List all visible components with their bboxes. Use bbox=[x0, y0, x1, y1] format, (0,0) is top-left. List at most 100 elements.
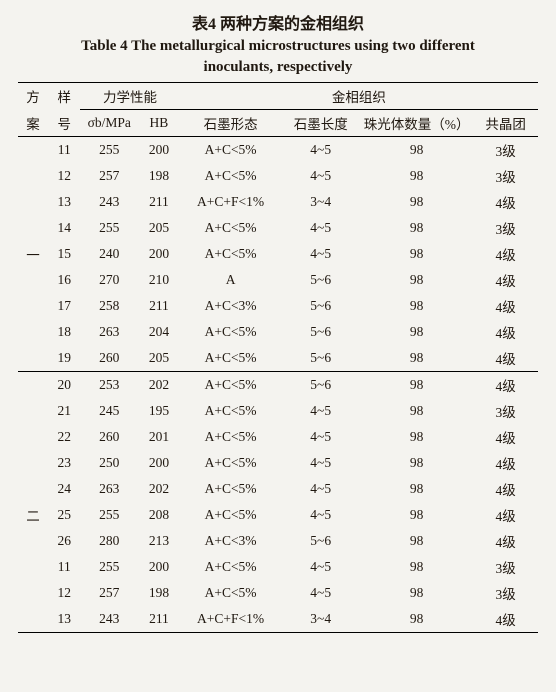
cell-graphite-form: A bbox=[180, 267, 282, 293]
hdr-sample-1: 样 bbox=[48, 83, 80, 110]
cell-graphite-len: 5~6 bbox=[281, 319, 360, 345]
table-row: 11255200A+C<5%4~5983级 bbox=[18, 137, 538, 164]
cell-hb: 202 bbox=[138, 476, 180, 502]
cell-pearlite: 98 bbox=[360, 450, 473, 476]
table-row: 17258211A+C<3%5~6984级 bbox=[18, 293, 538, 319]
cell-graphite-form: A+C+F<1% bbox=[180, 606, 282, 633]
cell-mpa: 260 bbox=[80, 345, 138, 372]
cell-eutectic: 3级 bbox=[473, 398, 538, 424]
cell-hb: 210 bbox=[138, 267, 180, 293]
cell-mpa: 260 bbox=[80, 424, 138, 450]
title-english-line2: inoculants, respectively bbox=[18, 59, 538, 76]
cell-hb: 213 bbox=[138, 528, 180, 554]
cell-eutectic: 4级 bbox=[473, 450, 538, 476]
cell-graphite-form: A+C<5% bbox=[180, 554, 282, 580]
cell-plan bbox=[18, 528, 48, 554]
cell-graphite-form: A+C<5% bbox=[180, 163, 282, 189]
cell-pearlite: 98 bbox=[360, 398, 473, 424]
cell-sample: 13 bbox=[48, 189, 80, 215]
cell-plan bbox=[18, 293, 48, 319]
cell-pearlite: 98 bbox=[360, 372, 473, 399]
table-row: 13243211A+C+F<1%3~4984级 bbox=[18, 189, 538, 215]
cell-hb: 211 bbox=[138, 189, 180, 215]
cell-mpa: 245 bbox=[80, 398, 138, 424]
cell-eutectic: 4级 bbox=[473, 293, 538, 319]
cell-graphite-len: 4~5 bbox=[281, 450, 360, 476]
cell-graphite-len: 4~5 bbox=[281, 554, 360, 580]
cell-hb: 195 bbox=[138, 398, 180, 424]
cell-hb: 211 bbox=[138, 293, 180, 319]
cell-graphite-len: 4~5 bbox=[281, 476, 360, 502]
cell-graphite-form: A+C<5% bbox=[180, 502, 282, 528]
cell-hb: 205 bbox=[138, 215, 180, 241]
cell-graphite-form: A+C<5% bbox=[180, 137, 282, 164]
cell-sample: 13 bbox=[48, 606, 80, 633]
hdr-eutectic: 共晶团 bbox=[473, 110, 538, 137]
hdr-plan-1: 方 bbox=[18, 83, 48, 110]
hdr-sample-2: 号 bbox=[48, 110, 80, 137]
cell-pearlite: 98 bbox=[360, 137, 473, 164]
table-row: 14255205A+C<5%4~5983级 bbox=[18, 215, 538, 241]
cell-mpa: 258 bbox=[80, 293, 138, 319]
cell-hb: 200 bbox=[138, 554, 180, 580]
cell-eutectic: 4级 bbox=[473, 424, 538, 450]
cell-mpa: 263 bbox=[80, 319, 138, 345]
cell-mpa: 255 bbox=[80, 137, 138, 164]
cell-plan bbox=[18, 372, 48, 399]
cell-plan bbox=[18, 319, 48, 345]
cell-mpa: 270 bbox=[80, 267, 138, 293]
cell-mpa: 255 bbox=[80, 215, 138, 241]
cell-graphite-form: A+C<5% bbox=[180, 398, 282, 424]
cell-graphite-len: 4~5 bbox=[281, 215, 360, 241]
cell-graphite-len: 3~4 bbox=[281, 606, 360, 633]
cell-plan bbox=[18, 424, 48, 450]
cell-sample: 19 bbox=[48, 345, 80, 372]
cell-graphite-len: 4~5 bbox=[281, 502, 360, 528]
cell-plan bbox=[18, 606, 48, 633]
table-row: 一15240200A+C<5%4~5984级 bbox=[18, 241, 538, 267]
table-row: 16270210A5~6984级 bbox=[18, 267, 538, 293]
cell-mpa: 257 bbox=[80, 163, 138, 189]
page: 表4 两种方案的金相组织 Table 4 The metallurgical m… bbox=[0, 0, 556, 647]
cell-eutectic: 3级 bbox=[473, 137, 538, 164]
cell-mpa: 280 bbox=[80, 528, 138, 554]
cell-mpa: 253 bbox=[80, 372, 138, 399]
cell-pearlite: 98 bbox=[360, 580, 473, 606]
cell-graphite-len: 5~6 bbox=[281, 293, 360, 319]
cell-plan bbox=[18, 580, 48, 606]
cell-pearlite: 98 bbox=[360, 293, 473, 319]
cell-mpa: 250 bbox=[80, 450, 138, 476]
cell-eutectic: 4级 bbox=[473, 528, 538, 554]
cell-plan bbox=[18, 398, 48, 424]
cell-pearlite: 98 bbox=[360, 241, 473, 267]
cell-plan bbox=[18, 163, 48, 189]
cell-graphite-len: 4~5 bbox=[281, 241, 360, 267]
cell-mpa: 243 bbox=[80, 606, 138, 633]
cell-sample: 22 bbox=[48, 424, 80, 450]
cell-sample: 12 bbox=[48, 580, 80, 606]
cell-pearlite: 98 bbox=[360, 502, 473, 528]
table-row: 26280213A+C<3%5~6984级 bbox=[18, 528, 538, 554]
cell-sample: 11 bbox=[48, 554, 80, 580]
table-row: 11255200A+C<5%4~5983级 bbox=[18, 554, 538, 580]
table-row: 12257198A+C<5%4~5983级 bbox=[18, 580, 538, 606]
cell-sample: 17 bbox=[48, 293, 80, 319]
cell-plan bbox=[18, 189, 48, 215]
cell-hb: 208 bbox=[138, 502, 180, 528]
cell-eutectic: 4级 bbox=[473, 189, 538, 215]
cell-hb: 211 bbox=[138, 606, 180, 633]
cell-sample: 14 bbox=[48, 215, 80, 241]
cell-graphite-len: 4~5 bbox=[281, 137, 360, 164]
hdr-mechanical: 力学性能 bbox=[80, 83, 179, 110]
hdr-graphite-form: 石墨形态 bbox=[180, 110, 282, 137]
cell-sample: 25 bbox=[48, 502, 80, 528]
hdr-hb: HB bbox=[138, 110, 180, 137]
cell-eutectic: 4级 bbox=[473, 267, 538, 293]
table-row: 21245195A+C<5%4~5983级 bbox=[18, 398, 538, 424]
cell-hb: 204 bbox=[138, 319, 180, 345]
cell-mpa: 243 bbox=[80, 189, 138, 215]
microstructure-table: 方 样 力学性能 金相组织 案 号 σb/MPa HB 石墨形态 石墨长度 珠光… bbox=[18, 82, 538, 633]
cell-mpa: 255 bbox=[80, 554, 138, 580]
cell-eutectic: 3级 bbox=[473, 163, 538, 189]
cell-eutectic: 4级 bbox=[473, 319, 538, 345]
